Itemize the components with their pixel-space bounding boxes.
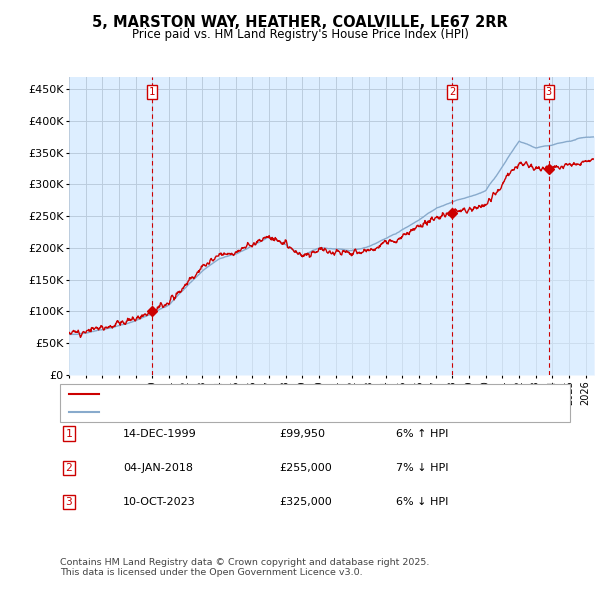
Text: 2: 2 (65, 463, 73, 473)
Text: 6% ↑ HPI: 6% ↑ HPI (396, 429, 448, 438)
Text: HPI: Average price, detached house, North West Leicestershire: HPI: Average price, detached house, Nort… (105, 407, 433, 417)
Text: 5, MARSTON WAY, HEATHER, COALVILLE, LE67 2RR (detached house): 5, MARSTON WAY, HEATHER, COALVILLE, LE67… (105, 389, 464, 399)
Text: £99,950: £99,950 (279, 429, 325, 438)
Text: £325,000: £325,000 (279, 497, 332, 507)
Text: Contains HM Land Registry data © Crown copyright and database right 2025.
This d: Contains HM Land Registry data © Crown c… (60, 558, 430, 577)
Text: 14-DEC-1999: 14-DEC-1999 (123, 429, 197, 438)
Text: 7% ↓ HPI: 7% ↓ HPI (396, 463, 449, 473)
Text: £255,000: £255,000 (279, 463, 332, 473)
Text: 04-JAN-2018: 04-JAN-2018 (123, 463, 193, 473)
Text: 10-OCT-2023: 10-OCT-2023 (123, 497, 196, 507)
Text: 6% ↓ HPI: 6% ↓ HPI (396, 497, 448, 507)
Text: 1: 1 (149, 87, 155, 97)
Text: 5, MARSTON WAY, HEATHER, COALVILLE, LE67 2RR: 5, MARSTON WAY, HEATHER, COALVILLE, LE67… (92, 15, 508, 30)
Text: 1: 1 (65, 429, 73, 438)
Text: 3: 3 (65, 497, 73, 507)
Text: Price paid vs. HM Land Registry's House Price Index (HPI): Price paid vs. HM Land Registry's House … (131, 28, 469, 41)
Text: 2: 2 (449, 87, 455, 97)
Text: 3: 3 (545, 87, 552, 97)
